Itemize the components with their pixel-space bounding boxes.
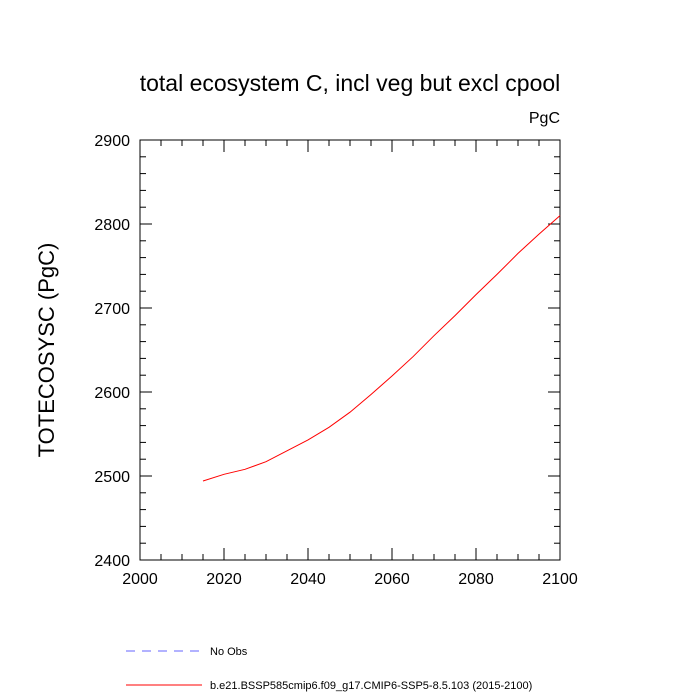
y-tick-label: 2700 [94,301,130,318]
legend-label-no-obs: No Obs [210,646,248,658]
axis-tick-labels: 2000 2020 2040 2060 2080 2100 2400 2500 2600 2700… [94,133,577,588]
y-tick-label: 2500 [94,469,130,486]
units-label: PgC [529,110,560,127]
legend: No Obs b.e21.BSSP585cmip6.f09_g17.CMIP6-… [126,646,532,692]
y-tick-label: 2600 [94,385,130,402]
chart-title: total ecosystem C, incl veg but excl cpo… [140,70,561,96]
x-tick-label: 2000 [122,571,158,588]
legend-label-model-run: b.e21.BSSP585cmip6.f09_g17.CMIP6-SSP5-8.… [210,680,532,692]
x-tick-label: 2100 [542,571,578,588]
plot-frame [139,139,561,561]
x-tick-label: 2020 [206,571,242,588]
y-tick-label: 2400 [94,553,130,570]
y-axis-label: TOTECOSYSC (PgC) [34,243,59,458]
x-tick-label: 2060 [374,571,410,588]
series-layer [202,215,561,482]
y-tick-label: 2900 [94,133,130,150]
x-tick-label: 2040 [290,571,326,588]
y-tick-label: 2800 [94,217,130,234]
axis-ticks [139,139,561,561]
x-tick-label: 2080 [458,571,494,588]
series-line-model-run [202,215,561,482]
